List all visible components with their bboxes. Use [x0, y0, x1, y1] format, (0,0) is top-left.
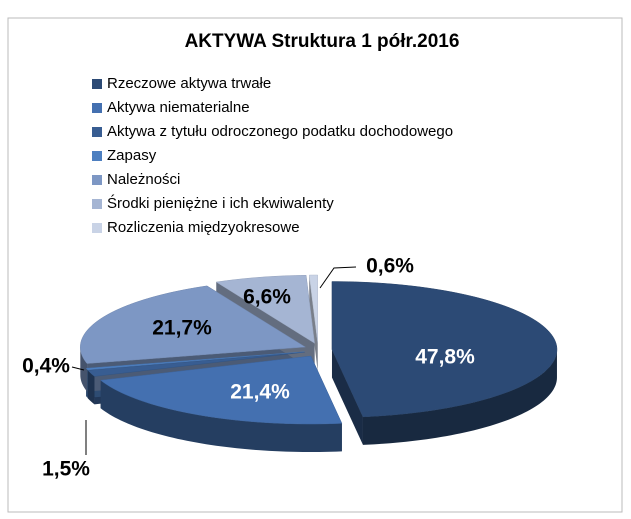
value-label: 21,7%: [152, 317, 212, 340]
value-label: 6,6%: [243, 286, 291, 309]
slice: [331, 281, 558, 418]
legend-label: Należności: [107, 171, 180, 188]
slice-side: [309, 275, 318, 372]
legend-swatch: [92, 79, 102, 89]
slice: [308, 274, 318, 344]
legend-label: Rozliczenia międzyokresowe: [107, 219, 300, 236]
value-label: 1,5%: [42, 458, 90, 481]
leader-line: [319, 266, 357, 289]
slice: [215, 275, 315, 344]
slice-side: [80, 347, 88, 392]
slice-side: [331, 349, 363, 445]
legend-label: Rzeczowe aktywa trwałe: [107, 75, 271, 92]
legend-swatch: [92, 151, 102, 161]
value-label: 0,4%: [22, 355, 70, 378]
slice-side: [87, 370, 95, 405]
value-label: 47,8%: [415, 346, 475, 369]
value-label: 0,6%: [366, 255, 414, 278]
legend-swatch: [92, 223, 102, 233]
leader-line: [71, 366, 85, 371]
value-label: 21,4%: [230, 381, 290, 404]
legend-label: Zapasy: [107, 147, 157, 164]
legend-swatch: [92, 175, 102, 185]
slice: [80, 285, 307, 364]
pie: [80, 274, 558, 453]
slice-side: [100, 380, 342, 453]
legend-swatch: [92, 127, 102, 137]
legend-label: Środki pieniężne i ich ekwiwalenty: [107, 194, 334, 212]
legend-swatch: [92, 103, 102, 113]
legend-label: Aktywa niematerialne: [107, 99, 250, 116]
slice: [100, 355, 343, 425]
legend-swatch: [92, 199, 102, 209]
legend-label: Aktywa z tytułu odroczonego podatku doch…: [107, 123, 453, 140]
slice-side: [362, 349, 557, 445]
chart-title: AKTYWA Struktura 1 półr.2016: [185, 31, 460, 52]
slice: [85, 351, 305, 371]
slice: [87, 351, 305, 377]
